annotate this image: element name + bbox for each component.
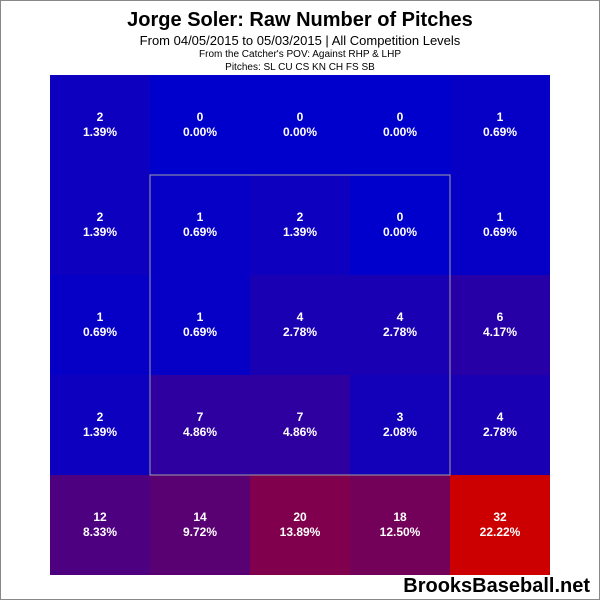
- cell-percent-1-0: 1.39%: [83, 225, 117, 239]
- strike-zone-outline: [149, 174, 451, 476]
- cell-count-1-4: 1: [497, 210, 504, 224]
- cell-count-1-0: 2: [97, 210, 104, 224]
- cell-count-4-0: 12: [93, 510, 107, 524]
- cell-count-0-0: 2: [97, 110, 104, 124]
- zone-cell-1-3: [350, 175, 450, 275]
- cell-count-2-0: 1: [97, 310, 104, 324]
- zone-cell-4-0: [50, 475, 150, 575]
- cell-percent-4-2: 13.89%: [280, 525, 321, 539]
- cell-count-3-0: 2: [97, 410, 104, 424]
- zone-cell-1-1: [150, 175, 250, 275]
- cell-percent-3-0: 1.39%: [83, 425, 117, 439]
- cell-count-2-2: 4: [297, 310, 304, 324]
- pitch-types-label: Pitches: SL CU CS KN CH FS SB: [225, 62, 375, 73]
- cell-percent-4-1: 9.72%: [183, 525, 217, 539]
- cell-count-1-1: 1: [197, 210, 204, 224]
- zone-cell-3-1: [150, 375, 250, 475]
- cell-percent-2-1: 0.69%: [183, 325, 217, 339]
- cell-percent-1-3: 0.00%: [383, 225, 417, 239]
- cell-percent-4-0: 8.33%: [83, 525, 117, 539]
- chart-subtitle: From 04/05/2015 to 05/03/2015 | All Comp…: [139, 33, 461, 48]
- cell-count-3-3: 3: [397, 410, 404, 424]
- cell-percent-2-4: 4.17%: [483, 325, 517, 339]
- zone-cell-1-0: [50, 175, 150, 275]
- cell-percent-2-0: 0.69%: [83, 325, 117, 339]
- zone-cell-4-1: [150, 475, 250, 575]
- cell-count-3-4: 4: [497, 410, 504, 424]
- cell-percent-3-3: 2.08%: [383, 425, 417, 439]
- cell-percent-2-3: 2.78%: [383, 325, 417, 339]
- cell-percent-0-2: 0.00%: [283, 125, 317, 139]
- cell-percent-4-3: 12.50%: [380, 525, 421, 539]
- cell-percent-3-4: 2.78%: [483, 425, 517, 439]
- cell-count-0-4: 1: [497, 110, 504, 124]
- cell-count-2-3: 4: [397, 310, 404, 324]
- cell-percent-0-1: 0.00%: [183, 125, 217, 139]
- cell-percent-1-1: 0.69%: [183, 225, 217, 239]
- cell-percent-0-0: 1.39%: [83, 125, 117, 139]
- zone-cell-2-1: [150, 275, 250, 375]
- cell-count-4-3: 18: [393, 510, 407, 524]
- brand-watermark: BrooksBaseball.net: [403, 575, 590, 597]
- cell-percent-0-3: 0.00%: [383, 125, 417, 139]
- zone-cell-1-2: [250, 175, 350, 275]
- zone-cell-0-3: [350, 75, 450, 175]
- zone-cell-2-3: [350, 275, 450, 375]
- zone-cell-0-4: [450, 75, 550, 175]
- cell-count-3-2: 7: [297, 410, 304, 424]
- zone-cell-3-2: [250, 375, 350, 475]
- cell-count-4-1: 14: [193, 510, 207, 524]
- cell-count-0-3: 0: [397, 110, 404, 124]
- chart-title: Jorge Soler: Raw Number of Pitches: [127, 9, 473, 31]
- zone-cell-0-2: [250, 75, 350, 175]
- cell-count-4-2: 20: [293, 510, 307, 524]
- cell-count-0-2: 0: [297, 110, 304, 124]
- cell-percent-4-4: 22.22%: [480, 525, 521, 539]
- zone-cell-0-0: [50, 75, 150, 175]
- zone-cell-2-4: [450, 275, 550, 375]
- zone-cell-2-0: [50, 275, 150, 375]
- zone-cell-4-2: [250, 475, 350, 575]
- zone-cell-3-4: [450, 375, 550, 475]
- cell-percent-3-2: 4.86%: [283, 425, 317, 439]
- cell-count-1-3: 0: [397, 210, 404, 224]
- zone-cell-4-3: [350, 475, 450, 575]
- zone-cell-3-3: [350, 375, 450, 475]
- cell-count-4-4: 32: [493, 510, 507, 524]
- cell-count-0-1: 0: [197, 110, 204, 124]
- zone-cell-2-2: [250, 275, 350, 375]
- zone-cell-1-4: [450, 175, 550, 275]
- zone-cell-0-1: [150, 75, 250, 175]
- cell-count-3-1: 7: [197, 410, 204, 424]
- cell-percent-1-4: 0.69%: [483, 225, 517, 239]
- cell-count-1-2: 2: [297, 210, 304, 224]
- cell-count-2-4: 6: [497, 310, 504, 324]
- cell-percent-0-4: 0.69%: [483, 125, 517, 139]
- zone-cell-4-4: [450, 475, 550, 575]
- cell-count-2-1: 1: [197, 310, 204, 324]
- cell-percent-2-2: 2.78%: [283, 325, 317, 339]
- cell-percent-1-2: 1.39%: [283, 225, 317, 239]
- cell-percent-3-1: 4.86%: [183, 425, 217, 439]
- zone-cell-3-0: [50, 375, 150, 475]
- pov-label: From the Catcher's POV: Against RHP & LH…: [199, 49, 401, 60]
